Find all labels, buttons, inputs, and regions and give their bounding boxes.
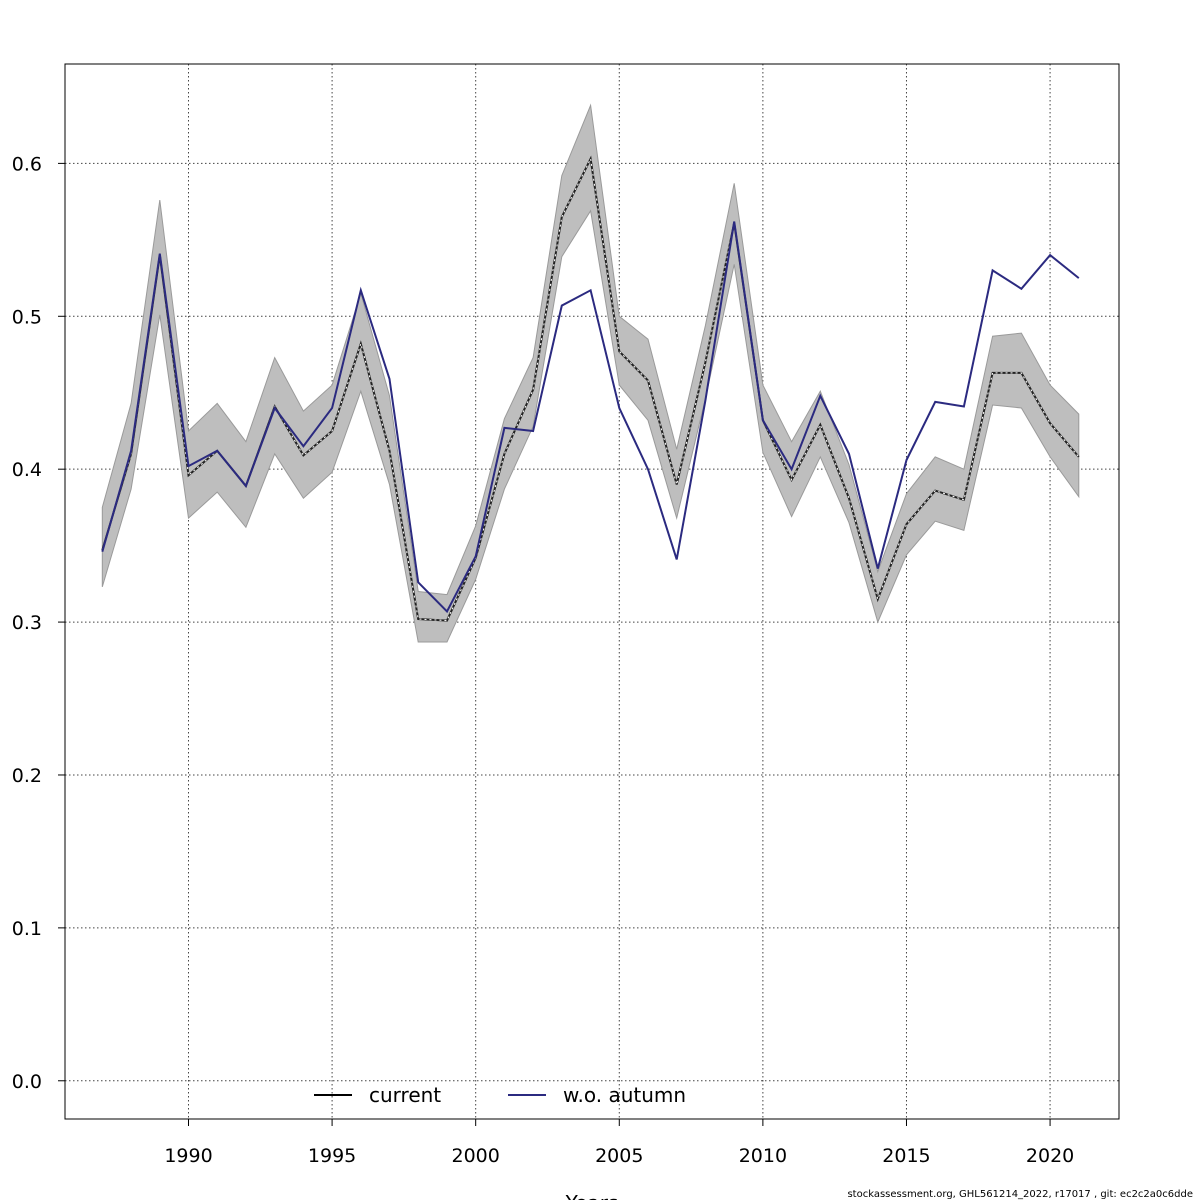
x-tick-label-2015: 2015 (882, 1145, 930, 1167)
plot-frame (64, 63, 1120, 1120)
y-tick-label-0: 0.0 (12, 1071, 42, 1093)
x-tick-label-1990: 1990 (164, 1145, 212, 1167)
series-lines (101, 155, 1080, 622)
series-line-wo-autumn (101, 221, 1080, 614)
x-tick-label-2020: 2020 (1026, 1145, 1074, 1167)
y-tick-label-2: 0.2 (12, 765, 42, 787)
y-tick-label-5: 0.5 (12, 306, 42, 328)
footnote: stockassessment.org, GHL561214_2022, r17… (847, 1189, 1193, 1200)
y-tick-label-3: 0.3 (12, 612, 42, 634)
y-tick-label-6: 0.6 (12, 153, 42, 175)
y-tick-label-1: 0.1 (12, 918, 42, 940)
confidence-bands (101, 103, 1080, 643)
x-tick-label-2010: 2010 (739, 1145, 787, 1167)
x-axis-label: Years (565, 1191, 619, 1200)
x-axis: 1990 1995 2000 2005 2010 2015 2020 (164, 1119, 1074, 1167)
confidence-band-current (101, 103, 1080, 643)
y-tick-label-4: 0.4 (12, 459, 42, 481)
x-tick-label-2000: 2000 (452, 1145, 500, 1167)
x-tick-label-1995: 1995 (308, 1145, 356, 1167)
legend-label-current: current (369, 1083, 441, 1107)
y-axis: 0.0 0.1 0.2 0.3 0.4 0.5 0.6 (12, 153, 65, 1093)
x-tick-label-2005: 2005 (595, 1145, 643, 1167)
legend-label-wo-autumn: w.o. autumn (563, 1083, 686, 1107)
legend: current w.o. autumn (314, 1083, 686, 1107)
